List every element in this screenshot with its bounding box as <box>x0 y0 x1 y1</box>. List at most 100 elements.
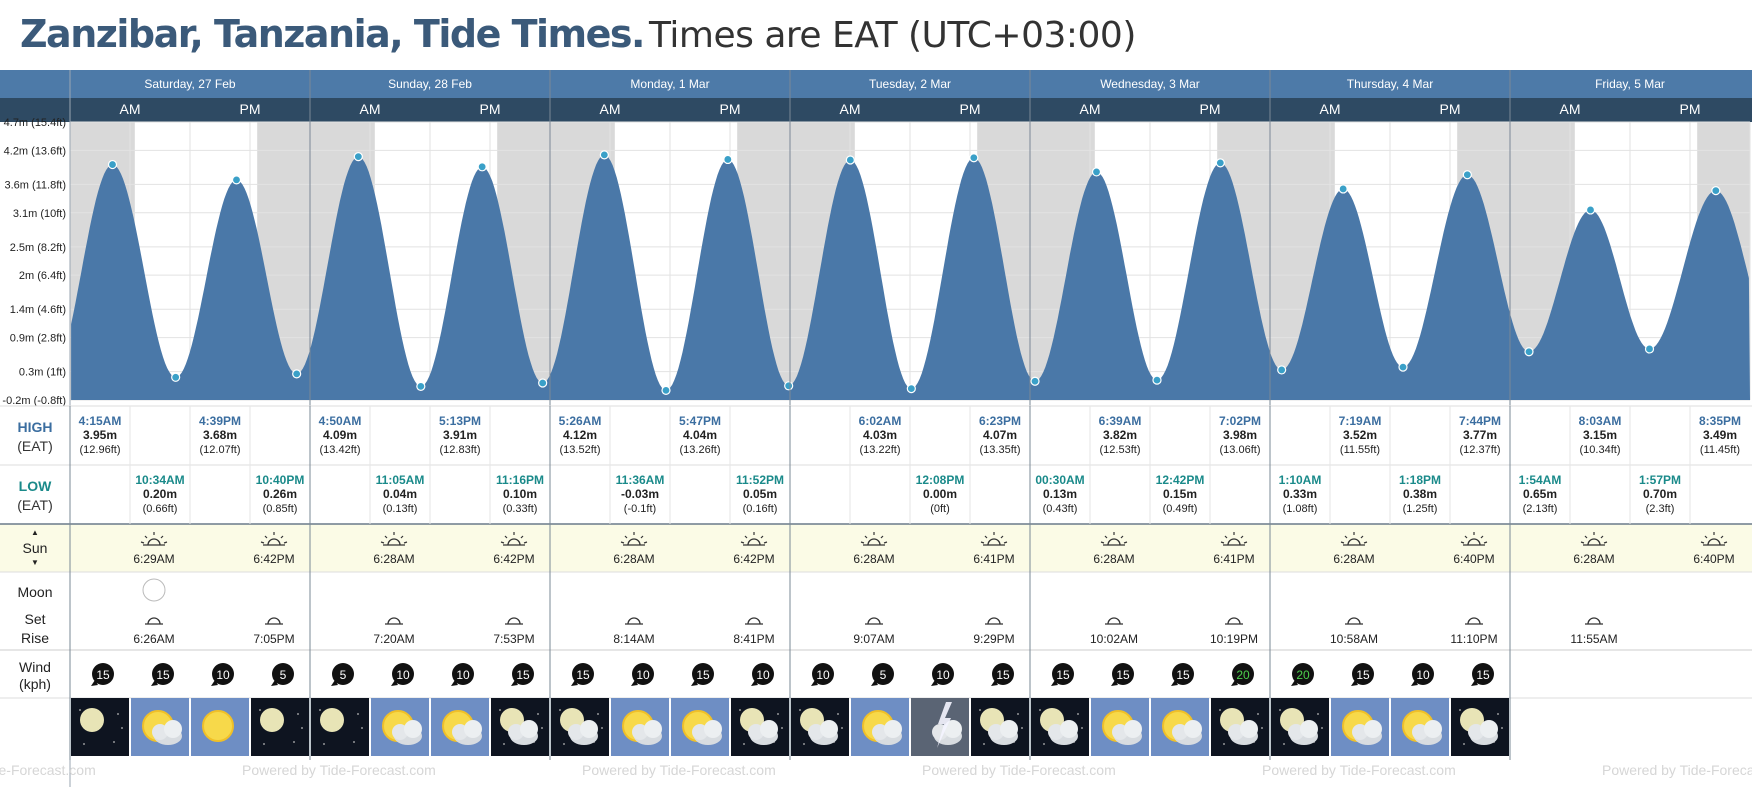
weather-icon-moon-cloud <box>971 698 1029 756</box>
sunrise-icon <box>860 532 888 546</box>
low-tide-point <box>1152 375 1162 385</box>
footer-text: Powered by Tide-Forecast.com <box>582 762 776 778</box>
tide-time: 4:50AM <box>319 414 362 428</box>
wind-arrow-icon <box>511 680 518 686</box>
tide-time: 4:15AM <box>79 414 122 428</box>
tide-height-ft: (-0.1ft) <box>624 503 656 515</box>
tide-height-ft: (0.13ft) <box>383 503 418 515</box>
tide-height-m: 3.98m <box>1223 428 1257 442</box>
low-row-tz: (EAT) <box>17 497 53 513</box>
moonrise-time: 7:53PM <box>493 632 534 646</box>
weather-icon-sun-cloud <box>131 698 189 756</box>
weather-icon-moon-clear <box>251 698 309 756</box>
tide-height-m: 3.68m <box>203 428 237 442</box>
wind-indicator: 10 <box>751 663 774 686</box>
tide-time: 8:03AM <box>1579 414 1622 428</box>
tide-height-m: 0.70m <box>1643 487 1677 501</box>
wind-speed: 10 <box>456 668 470 682</box>
pm-label: PM <box>720 101 741 117</box>
tide-height-m: 4.07m <box>983 428 1017 442</box>
pm-label: PM <box>1200 101 1221 117</box>
low-tide-point <box>1524 347 1534 357</box>
moonrise-icon <box>505 617 523 625</box>
tide-height-m: 0.65m <box>1523 487 1557 501</box>
tide-height-m: 0.33m <box>1283 487 1317 501</box>
moonrise-time: 10:19PM <box>1210 632 1258 646</box>
wind-arrow-icon <box>991 680 998 686</box>
tide-time: 7:19AM <box>1339 414 1382 428</box>
wind-indicator: 5 <box>871 663 894 686</box>
wind-speed: 15 <box>516 668 530 682</box>
sunset-icon <box>1700 532 1728 546</box>
wind-speed-badge <box>752 663 774 685</box>
moon-icon <box>260 708 284 732</box>
wind-row-label: Wind <box>19 659 51 675</box>
tide-height-ft: (0.66ft) <box>143 503 178 515</box>
moonset-time: 9:07AM <box>853 632 894 646</box>
footer-text: Powered by Tide-Forecast.com <box>242 762 436 778</box>
low-row-label: LOW <box>19 478 52 494</box>
wind-speed: 10 <box>936 668 950 682</box>
pm-label: PM <box>480 101 501 117</box>
weather-icon-sun-cloud <box>851 698 909 756</box>
weather-icon-sun-cloud <box>1091 698 1149 756</box>
tide-height-ft: (10.34ft) <box>1580 444 1621 456</box>
wind-speed: 20 <box>1296 668 1310 682</box>
moonset-time: 8:14AM <box>613 632 654 646</box>
low-tide-point <box>906 384 916 394</box>
wind-arrow-icon <box>1171 680 1178 686</box>
sunset-time: 6:42PM <box>733 552 774 566</box>
wind-speed-badge <box>1292 663 1314 685</box>
tide-height-m: 3.49m <box>1703 428 1737 442</box>
high-tide-point <box>107 159 118 170</box>
moonset-icon <box>1105 617 1123 625</box>
wind-speed: 10 <box>216 668 230 682</box>
tide-height-ft: (1.25ft) <box>1403 503 1438 515</box>
tide-time: 5:13PM <box>439 414 481 428</box>
tide-height-ft: (1.08ft) <box>1283 503 1318 515</box>
tide-height-ft: (13.22ft) <box>860 444 901 456</box>
wind-speed-badge <box>152 663 174 685</box>
sunset-time: 6:40PM <box>1453 552 1494 566</box>
sunrise-icon <box>140 532 168 546</box>
wind-speed-badge <box>1112 663 1134 685</box>
tide-height-m: 3.15m <box>1583 428 1617 442</box>
moonset-time: 7:20AM <box>373 632 414 646</box>
wind-arrow-icon <box>1471 680 1478 686</box>
moonset-icon <box>385 617 403 625</box>
wind-speed: 15 <box>96 668 110 682</box>
sunrise-time: 6:28AM <box>373 552 414 566</box>
sunset-time: 6:40PM <box>1693 552 1734 566</box>
sun-down-arrow-icon: ▼ <box>31 558 39 567</box>
tide-height-ft: (0.16ft) <box>743 503 778 515</box>
weather-icon-sun-cloud <box>611 698 669 756</box>
wind-arrow-icon <box>871 680 878 686</box>
tide-height-m: 3.91m <box>443 428 477 442</box>
wind-arrow-icon <box>691 680 698 686</box>
y-tick-label: 1.4m (4.6ft) <box>10 304 66 316</box>
wind-indicator: 15 <box>1171 663 1194 686</box>
tide-height-ft: (2.13ft) <box>1523 503 1558 515</box>
high-tide-point <box>477 162 487 172</box>
high-tide-point <box>845 155 855 165</box>
low-tide-point <box>1277 365 1287 375</box>
weather-icon-sun <box>191 698 249 756</box>
high-tide-point <box>723 154 733 165</box>
tide-time: 6:02AM <box>859 414 902 428</box>
high-tide-point <box>1711 186 1721 196</box>
sunset-icon <box>1460 532 1488 546</box>
weather-icon-sun-cloud <box>1391 698 1449 756</box>
sunrise-icon <box>1340 532 1368 546</box>
tide-height-m: 0.26m <box>263 487 297 501</box>
wind-arrow-icon <box>211 680 218 686</box>
pm-label: PM <box>960 101 981 117</box>
wind-indicator: 20 <box>1291 663 1314 686</box>
ampm-header-bar <box>0 98 1752 122</box>
tide-height-m: 0.00m <box>923 487 957 501</box>
weather-icon-moon-clear <box>71 698 129 756</box>
sunrise-icon <box>620 532 648 546</box>
